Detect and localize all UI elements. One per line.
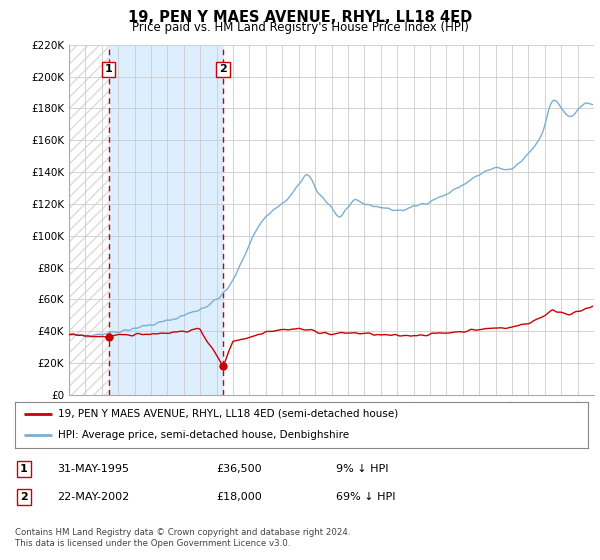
Text: 31-MAY-1995: 31-MAY-1995 (57, 464, 129, 474)
Text: 1: 1 (104, 64, 112, 74)
Text: £36,500: £36,500 (216, 464, 262, 474)
Text: HPI: Average price, semi-detached house, Denbighshire: HPI: Average price, semi-detached house,… (58, 430, 349, 440)
Text: £18,000: £18,000 (216, 492, 262, 502)
Text: Price paid vs. HM Land Registry's House Price Index (HPI): Price paid vs. HM Land Registry's House … (131, 21, 469, 34)
Text: 19, PEN Y MAES AVENUE, RHYL, LL18 4ED: 19, PEN Y MAES AVENUE, RHYL, LL18 4ED (128, 10, 472, 25)
Text: 22-MAY-2002: 22-MAY-2002 (57, 492, 129, 502)
Text: 2: 2 (219, 64, 227, 74)
Bar (109, 45, 223, 395)
Text: 2: 2 (20, 492, 28, 502)
Text: 19, PEN Y MAES AVENUE, RHYL, LL18 4ED (semi-detached house): 19, PEN Y MAES AVENUE, RHYL, LL18 4ED (s… (58, 409, 398, 418)
Text: 9% ↓ HPI: 9% ↓ HPI (336, 464, 389, 474)
Text: 1: 1 (20, 464, 28, 474)
Text: 69% ↓ HPI: 69% ↓ HPI (336, 492, 395, 502)
Text: Contains HM Land Registry data © Crown copyright and database right 2024.
This d: Contains HM Land Registry data © Crown c… (15, 528, 350, 548)
